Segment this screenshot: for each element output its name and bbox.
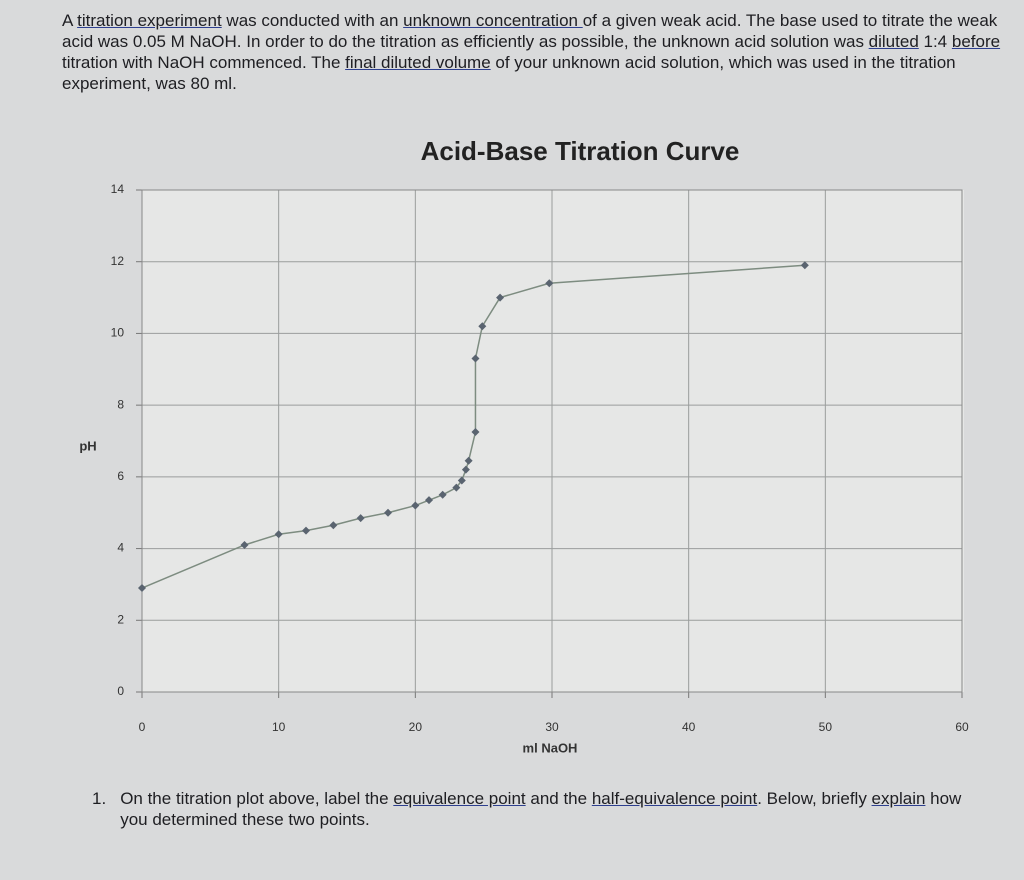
data-point bbox=[425, 496, 433, 505]
underlined-text: final diluted volume bbox=[345, 53, 491, 72]
x-tick-label: 0 bbox=[139, 720, 146, 734]
underlined-text: before bbox=[951, 32, 1001, 51]
underlined-text: half-equivalence point bbox=[591, 789, 758, 808]
x-axis-label: ml NaOH bbox=[523, 740, 578, 755]
y-tick-label: 4 bbox=[117, 541, 124, 555]
x-tick-label: 40 bbox=[682, 720, 696, 734]
intro-paragraph: A titration experiment was conducted wit… bbox=[62, 10, 1002, 94]
text: of your unknown acid solution, which was… bbox=[62, 53, 956, 93]
underlined-text: equivalence point bbox=[393, 789, 526, 808]
data-point bbox=[411, 501, 420, 510]
data-point bbox=[457, 476, 466, 485]
data-point bbox=[471, 354, 480, 363]
underlined-text: unknown concentration bbox=[403, 11, 583, 30]
data-point bbox=[800, 261, 809, 270]
y-tick-label: 14 bbox=[111, 182, 125, 196]
y-tick-label: 12 bbox=[111, 254, 125, 268]
text: On the titration plot above, label the bbox=[120, 789, 394, 808]
data-point bbox=[471, 428, 480, 437]
text: was conducted with an bbox=[221, 11, 404, 30]
series-line bbox=[141, 264, 805, 589]
data-point bbox=[302, 526, 310, 535]
text: titration with NaOH commenced. The bbox=[62, 53, 346, 72]
data-point bbox=[461, 465, 470, 474]
data-point bbox=[438, 490, 447, 499]
underlined-text: diluted bbox=[868, 32, 919, 51]
text: . Below, briefly bbox=[757, 789, 872, 808]
plot-area bbox=[142, 190, 964, 692]
plot-border bbox=[141, 189, 963, 693]
y-axis-label: pH bbox=[79, 438, 96, 453]
data-point bbox=[138, 584, 146, 593]
data-point bbox=[496, 293, 505, 302]
data-point bbox=[329, 521, 338, 530]
text: A bbox=[62, 11, 78, 30]
x-tick-label: 60 bbox=[955, 720, 969, 734]
x-tick-label: 10 bbox=[272, 720, 286, 734]
chart-title: Acid-Base Titration Curve bbox=[421, 136, 740, 166]
data-point bbox=[240, 540, 249, 549]
x-tick-label: 50 bbox=[819, 720, 833, 734]
question-text: On the titration plot above, label the e… bbox=[120, 788, 972, 830]
y-tick-label: 10 bbox=[111, 326, 125, 340]
y-tick-label: 8 bbox=[117, 397, 124, 411]
data-point bbox=[464, 456, 473, 465]
text: 1:4 bbox=[918, 32, 952, 51]
y-tick-label: 2 bbox=[117, 612, 124, 626]
underlined-text: explain bbox=[871, 789, 926, 808]
y-tick-label: 6 bbox=[117, 469, 124, 483]
data-point bbox=[545, 279, 554, 288]
data-point bbox=[384, 508, 392, 517]
underlined-text: titration experiment bbox=[77, 11, 222, 30]
x-tick-label: 30 bbox=[545, 720, 559, 734]
question-number: 1. bbox=[92, 789, 107, 808]
question: 1. On the titration plot above, label the… bbox=[92, 788, 972, 830]
x-tick-label: 20 bbox=[409, 720, 423, 734]
text: and the bbox=[525, 789, 592, 808]
text: of a given weak acid. The base used to t… bbox=[62, 11, 998, 51]
text: how you determined these two points. bbox=[120, 789, 962, 829]
data-point bbox=[452, 483, 461, 492]
data-point bbox=[274, 530, 283, 539]
y-tick-label: 0 bbox=[117, 684, 124, 698]
data-point bbox=[356, 514, 365, 523]
chart: Acid-Base Titration Curve pH ml NaOH 0 2 4… bbox=[79, 136, 969, 756]
data-point bbox=[478, 322, 487, 331]
